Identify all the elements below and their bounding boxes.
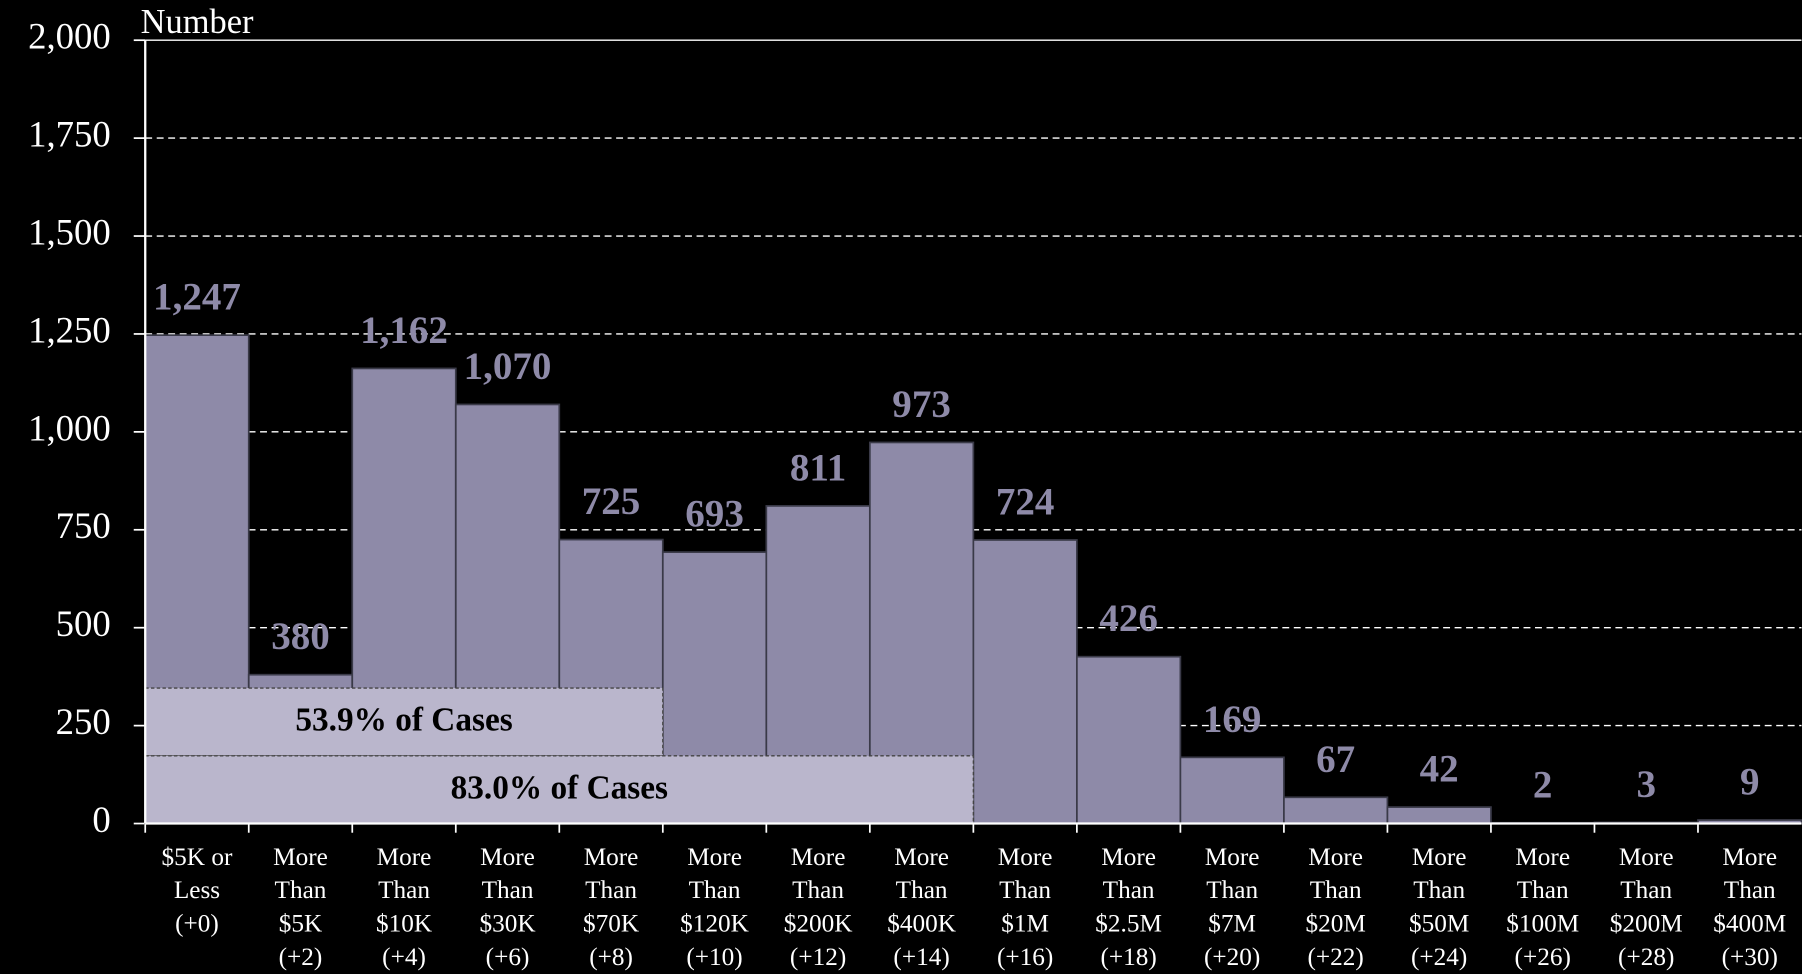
x-tick-label: $5K or [162, 843, 233, 871]
y-axis-label: Number [141, 3, 254, 41]
x-tick-label: (+0) [175, 910, 219, 938]
value-label: 67 [1316, 738, 1355, 781]
value-label: 2 [1533, 763, 1553, 806]
x-tick-label: More [480, 843, 535, 871]
x-tick-label: More [273, 843, 328, 871]
x-tick-label: Than [1517, 876, 1569, 904]
x-tick-label: $120K [680, 910, 749, 938]
x-tick-label: $30K [479, 910, 535, 938]
x-tick-label: (+24) [1411, 943, 1467, 971]
x-tick-label: More [791, 843, 846, 871]
x-tick-label: Less [174, 876, 220, 904]
x-tick-label: $100M [1506, 910, 1579, 938]
y-tick-label: 0 [92, 799, 110, 840]
x-tick-label: More [1722, 843, 1777, 871]
x-tick-label: $400K [887, 910, 956, 938]
value-label: 693 [685, 493, 744, 536]
x-tick-label: (+12) [790, 943, 846, 971]
value-label: 1,162 [360, 309, 448, 352]
x-tick-label: More [1205, 843, 1260, 871]
x-tick-label: More [894, 843, 949, 871]
x-tick-label: Than [689, 876, 741, 904]
x-tick-label: $10K [376, 910, 432, 938]
x-tick-label: More [687, 843, 742, 871]
y-tick-label: 2,000 [28, 16, 111, 57]
x-tick-label: (+6) [486, 943, 530, 971]
x-tick-label: $1M [1001, 910, 1049, 938]
value-label: 811 [790, 446, 846, 489]
x-tick-label: More [1101, 843, 1156, 871]
x-tick-label: (+2) [279, 943, 323, 971]
value-label: 724 [996, 480, 1055, 523]
x-tick-label: (+30) [1722, 943, 1778, 971]
x-tick-label: Than [482, 876, 534, 904]
bar [1386, 806, 1492, 825]
x-tick-label: More [998, 843, 1053, 871]
x-tick-label: Than [378, 876, 430, 904]
y-tick-label: 500 [56, 603, 111, 644]
x-tick-label: Than [1206, 876, 1258, 904]
y-tick-label: 1,250 [28, 309, 111, 350]
value-label: 380 [271, 615, 330, 658]
y-tick-label: 750 [56, 505, 111, 546]
x-tick-label: Than [585, 876, 637, 904]
x-tick-label: More [1515, 843, 1570, 871]
value-label: 169 [1203, 698, 1262, 741]
x-tick-label: Than [1620, 876, 1672, 904]
x-tick-label: More [584, 843, 639, 871]
x-tick-label: (+14) [893, 943, 949, 971]
x-tick-label: More [1619, 843, 1674, 871]
x-tick-label: (+16) [997, 943, 1053, 971]
x-tick-label: $7M [1208, 910, 1256, 938]
y-tick-label: 250 [56, 701, 111, 742]
x-tick-label: Than [275, 876, 327, 904]
x-tick-label: $20M [1306, 910, 1366, 938]
value-label: 42 [1420, 748, 1459, 791]
value-label: 426 [1099, 597, 1158, 640]
x-tick-label: $5K [279, 910, 323, 938]
bar [1179, 756, 1285, 825]
value-label: 725 [582, 480, 641, 523]
value-label: 1,070 [464, 345, 552, 388]
x-tick-label: $400M [1713, 910, 1786, 938]
x-tick-label: $2.5M [1095, 910, 1162, 938]
x-tick-label: $200M [1610, 910, 1683, 938]
x-tick-label: More [1412, 843, 1467, 871]
x-tick-label: More [1308, 843, 1363, 871]
value-label: 9 [1740, 761, 1760, 804]
annotation-box [144, 687, 664, 757]
x-tick-label: Than [1103, 876, 1155, 904]
bar [1076, 655, 1182, 825]
x-tick-label: Than [792, 876, 844, 904]
y-tick-label: 1,750 [28, 114, 111, 155]
x-tick-label: $200K [784, 910, 853, 938]
x-tick-label: $50M [1409, 910, 1469, 938]
x-tick-label: (+20) [1204, 943, 1260, 971]
y-tick-label: 1,500 [28, 211, 111, 252]
x-tick-label: (+22) [1308, 943, 1364, 971]
annotation: 83.0% of Cases [451, 769, 668, 806]
x-tick-label: (+28) [1618, 943, 1674, 971]
x-tick-label: Than [896, 876, 948, 904]
x-tick-label: Than [999, 876, 1051, 904]
x-tick-label: (+8) [589, 943, 633, 971]
value-label: 973 [892, 383, 951, 426]
value-label: 3 [1636, 763, 1656, 806]
bar [1283, 796, 1389, 825]
y-tick-label: 1,000 [28, 407, 111, 448]
x-tick-label: (+10) [686, 943, 742, 971]
x-tick-label: More [377, 843, 432, 871]
x-tick-label: Than [1310, 876, 1362, 904]
x-tick-label: $70K [583, 910, 639, 938]
x-tick-label: (+26) [1515, 943, 1571, 971]
annotation: 53.9% of Cases [295, 702, 512, 739]
bar [972, 539, 1078, 825]
x-tick-label: Than [1724, 876, 1776, 904]
value-label: 1,247 [153, 276, 241, 319]
x-tick-label: (+4) [382, 943, 426, 971]
x-tick-label: Than [1413, 876, 1465, 904]
x-tick-label: (+18) [1100, 943, 1156, 971]
